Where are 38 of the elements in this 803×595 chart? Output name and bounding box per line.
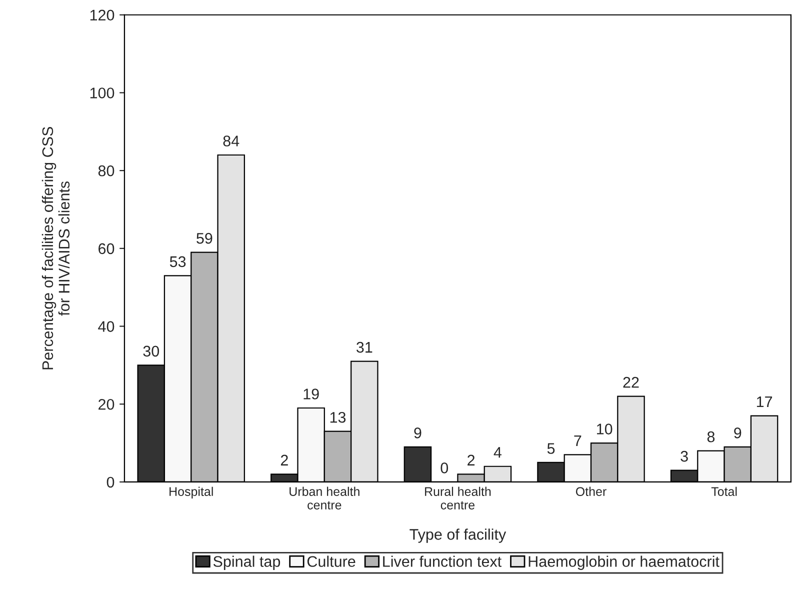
y-tick-label: 100	[90, 88, 114, 98]
data-label: 9	[414, 428, 422, 438]
data-label: 53	[170, 256, 186, 268]
x-axis-title: Type of facility	[410, 528, 506, 543]
y-tick-label: 120	[90, 10, 114, 21]
data-label: 7	[574, 435, 582, 446]
legend-label: Haemoglobin or haematocrit	[528, 556, 720, 570]
data-label: 31	[356, 342, 372, 353]
y-tick-label: 40	[98, 321, 114, 332]
data-label: 84	[223, 136, 240, 146]
x-tick-label: Total	[711, 486, 737, 496]
y-tick-label: 60	[98, 243, 114, 254]
data-label: 17	[756, 396, 772, 408]
legend-label: Liver function text	[383, 556, 502, 567]
data-label: 30	[143, 346, 160, 357]
x-tick-label: Other	[576, 486, 606, 496]
data-label: 0	[440, 462, 448, 474]
y-tick-label: 80	[98, 165, 114, 176]
data-label: 19	[304, 388, 319, 400]
data-label: 3	[680, 450, 688, 462]
data-label: 4	[494, 447, 502, 458]
x-tick-label: Hospital	[170, 486, 213, 498]
data-label: 22	[623, 376, 639, 388]
data-label: 10	[597, 424, 612, 434]
y-axis-title: Percentage of facilities offering CSS for HIV/AIDS clients	[42, 126, 70, 370]
data-label: 2	[468, 454, 475, 466]
legend-label: Spinal tap	[213, 556, 280, 570]
y-tick-label: 0	[106, 476, 114, 488]
legend-label: Culture	[307, 556, 356, 567]
data-label: 8	[707, 431, 715, 442]
data-label: 9	[734, 428, 742, 438]
x-tick-label: Urban health centre	[290, 486, 360, 510]
x-tick-label: Rural health centre	[425, 486, 491, 510]
data-label: 2	[280, 454, 288, 466]
data-label: 13	[330, 412, 346, 423]
data-label: 5	[547, 443, 555, 454]
y-tick-label: 20	[98, 398, 114, 410]
data-label: 59	[196, 232, 212, 244]
